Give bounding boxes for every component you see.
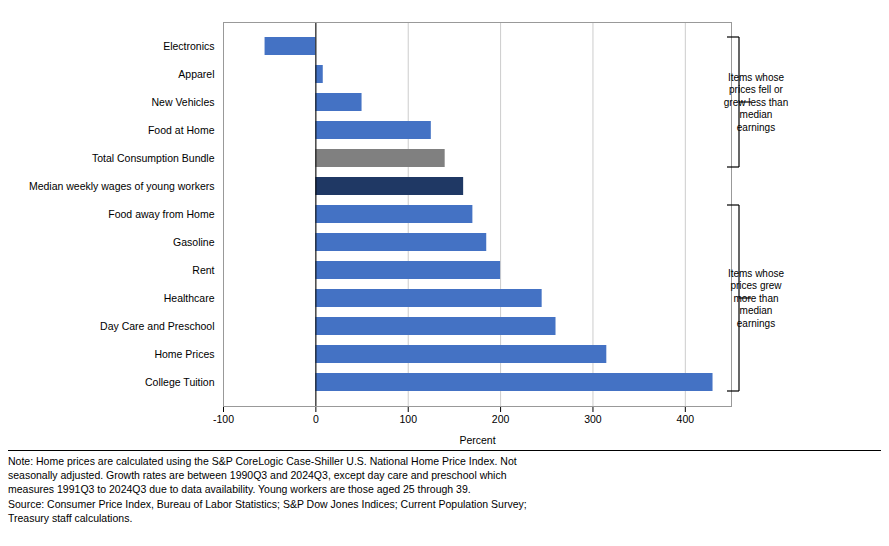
svg-text:Total Consumption Bundle: Total Consumption Bundle: [92, 152, 215, 164]
svg-text:Median weekly wages of young w: Median weekly wages of young workers: [29, 180, 215, 192]
svg-text:Electronics: Electronics: [163, 40, 214, 52]
svg-text:Food at Home: Food at Home: [148, 124, 215, 136]
svg-text:200: 200: [492, 413, 510, 425]
svg-text:400: 400: [677, 413, 695, 425]
svg-text:Home Prices: Home Prices: [154, 348, 214, 360]
svg-text:Apparel: Apparel: [178, 68, 214, 80]
svg-text:0: 0: [313, 413, 319, 425]
svg-text:Food away from Home: Food away from Home: [108, 208, 214, 220]
svg-text:College Tuition: College Tuition: [145, 376, 215, 388]
svg-text:100: 100: [399, 413, 417, 425]
svg-text:300: 300: [584, 413, 602, 425]
svg-text:Percent: Percent: [459, 434, 495, 446]
svg-text:New Vehicles: New Vehicles: [151, 96, 214, 108]
svg-text:Gasoline: Gasoline: [173, 236, 215, 248]
html-text:Note: Home prices are calculat: Note: Home prices are calculated using t…: [8, 455, 527, 524]
svg-text:Items whoseprices fell orgrew: Items whoseprices fell orgrew less thanm…: [724, 72, 788, 133]
svg-text:-100: -100: [213, 413, 234, 425]
svg-text:Healthcare: Healthcare: [164, 292, 215, 304]
svg-text:Day Care and Preschool: Day Care and Preschool: [100, 320, 214, 332]
svg-text:Rent: Rent: [192, 264, 214, 276]
svg-text:Items whoseprices grewmore tha: Items whoseprices grewmore thanmedianear…: [728, 268, 785, 329]
